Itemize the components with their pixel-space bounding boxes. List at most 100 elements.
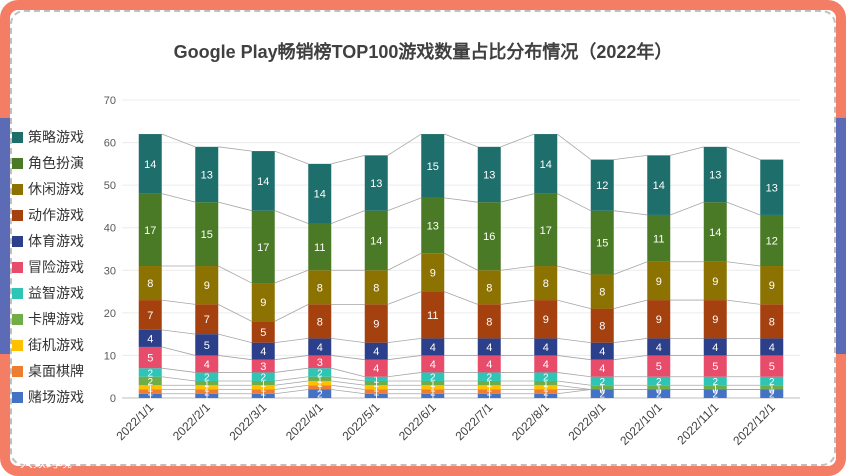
data-label: 11 [653,233,664,245]
data-label: 4 [543,342,549,354]
legend-item: 体育游戏 [12,228,84,254]
bar-segment [590,274,614,309]
legend-item: 桌面棋牌 [12,358,84,384]
series-line-9 [726,201,761,216]
bar-segment [421,385,445,390]
legend-swatch [12,287,23,299]
data-label: 5 [204,340,210,352]
series-line-2 [274,380,309,386]
series-line-7 [444,291,478,305]
data-label: 2 [712,390,718,401]
bar-segment [364,210,388,271]
bar-segment [477,304,501,339]
data-label: 1 [543,388,549,399]
bar-segment [760,355,784,377]
data-label: 0 [599,385,605,396]
bar-segment [421,389,445,394]
data-label: 0 [599,385,605,396]
data-label: 11 [427,310,438,322]
series-line-2 [557,384,591,390]
data-label: 0 [656,385,662,396]
data-label: 4 [373,363,379,375]
series-line-10 [557,133,591,160]
bar-segment [138,385,162,390]
series-line-10 [161,133,196,148]
series-line-5 [274,355,309,361]
data-label: 4 [712,342,718,354]
bar-segment [590,359,614,377]
data-label: 8 [599,287,605,299]
bar-segment [703,261,727,301]
data-label: 12 [596,180,608,192]
data-label: 1 [486,392,492,403]
data-label: 13 [201,170,213,182]
data-label: 1 [204,379,210,390]
legend-item: 赌场游戏 [12,384,84,410]
series-line-7 [274,303,309,322]
bar-segment [534,385,558,390]
series-line-9 [670,201,704,216]
bar-segment [647,261,671,301]
series-line-10 [274,150,309,165]
bar-segment [251,380,275,386]
data-label: 5 [769,361,775,373]
left-accent-bar [0,118,10,354]
data-label: 1 [317,379,323,390]
bar-segment [647,338,671,356]
data-label: 4 [430,342,436,354]
data-label: 8 [543,278,549,290]
data-label: 9 [260,297,266,309]
bar-segment [195,334,219,356]
data-label: 3 [260,361,266,373]
bar-segment [421,253,445,292]
bar-segment [195,355,219,373]
bar-segment [364,270,388,305]
series-line-6 [557,338,591,344]
legend-item: 街机游戏 [12,332,84,358]
series-line-10 [387,133,422,156]
data-label: 14 [370,235,382,247]
data-label: 9 [712,276,718,288]
data-label: 13 [709,170,721,182]
data-label: 9 [656,314,662,326]
x-tick-label: 2022/4/1 [283,400,326,443]
series-line-8 [557,265,591,275]
data-label: 1 [317,383,323,394]
bar-segment [760,214,784,267]
data-label: 5 [147,353,153,365]
data-label: 14 [709,227,721,239]
data-label: 4 [599,363,605,375]
data-label: 4 [543,359,549,371]
chart-legend: 策略游戏 角色扮演 休闲游戏 动作游戏 体育游戏 冒险游戏 益智游戏 卡牌游戏 街机游戏 桌面棋牌… [12,124,84,410]
right-accent-bar [836,118,846,354]
series-line-6 [274,338,309,344]
data-label: 11 [314,242,325,254]
bar-segment [138,389,162,394]
x-tick-label: 2022/9/1 [565,400,608,443]
bar-segment [703,389,727,398]
data-label: 1 [260,383,266,394]
series-line-6 [161,329,196,335]
bar-segment [251,283,275,322]
data-label: 2 [599,377,605,388]
bar-segment [703,355,727,377]
bar-segment [364,304,388,343]
data-label: 4 [147,333,153,345]
legend-swatch [12,235,23,247]
data-label: 1 [147,388,153,399]
data-label: 8 [373,282,379,294]
data-label: 1 [147,383,153,394]
y-tick-label: 40 [104,223,116,235]
bar-segment [703,300,727,339]
series-line-8 [274,269,309,284]
data-label: 5 [712,361,718,373]
series-line-10 [613,154,648,160]
data-label: 1 [486,379,492,390]
bar-segment [421,380,445,386]
data-label: 9 [656,276,662,288]
data-label: 13 [370,178,382,190]
data-label: 1 [204,383,210,394]
data-label: 8 [486,282,492,294]
data-label: 14 [540,159,552,171]
